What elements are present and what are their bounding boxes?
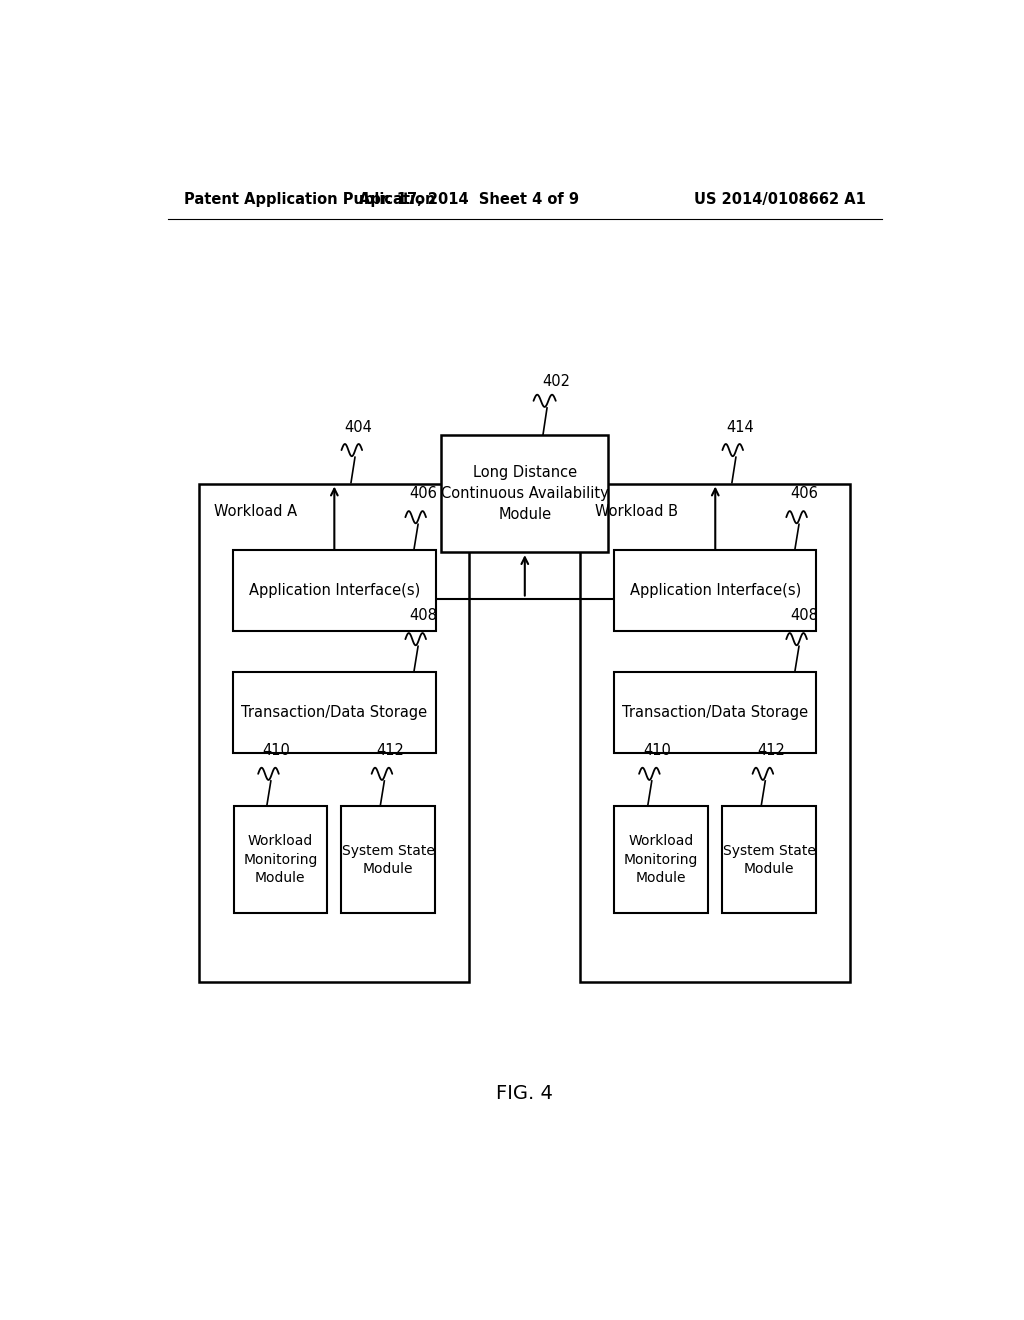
Text: Workload
Monitoring
Module: Workload Monitoring Module bbox=[243, 834, 317, 886]
Text: Workload B: Workload B bbox=[595, 504, 678, 519]
Text: US 2014/0108662 A1: US 2014/0108662 A1 bbox=[694, 191, 866, 206]
Text: 406: 406 bbox=[791, 486, 818, 500]
FancyBboxPatch shape bbox=[614, 807, 709, 913]
FancyBboxPatch shape bbox=[614, 549, 816, 631]
Text: Workload
Monitoring
Module: Workload Monitoring Module bbox=[624, 834, 698, 886]
Text: Transaction/Data Storage: Transaction/Data Storage bbox=[623, 705, 808, 719]
FancyBboxPatch shape bbox=[233, 672, 435, 752]
Text: 410: 410 bbox=[643, 743, 672, 758]
FancyBboxPatch shape bbox=[614, 672, 816, 752]
Text: 404: 404 bbox=[344, 420, 372, 434]
Text: Long Distance
Continuous Availability
Module: Long Distance Continuous Availability Mo… bbox=[441, 466, 608, 523]
Text: Patent Application Publication: Patent Application Publication bbox=[183, 191, 435, 206]
Text: 406: 406 bbox=[410, 486, 437, 500]
Text: 408: 408 bbox=[410, 609, 437, 623]
Text: Application Interface(s): Application Interface(s) bbox=[249, 583, 420, 598]
FancyBboxPatch shape bbox=[233, 807, 328, 913]
Text: 412: 412 bbox=[376, 743, 403, 758]
Text: 412: 412 bbox=[757, 743, 784, 758]
Text: Apr. 17, 2014  Sheet 4 of 9: Apr. 17, 2014 Sheet 4 of 9 bbox=[359, 191, 580, 206]
Text: 410: 410 bbox=[262, 743, 291, 758]
FancyBboxPatch shape bbox=[233, 549, 435, 631]
Text: FIG. 4: FIG. 4 bbox=[497, 1084, 553, 1104]
Text: 402: 402 bbox=[543, 374, 570, 388]
Text: Transaction/Data Storage: Transaction/Data Storage bbox=[242, 705, 427, 719]
Text: System State
Module: System State Module bbox=[342, 843, 435, 876]
FancyBboxPatch shape bbox=[341, 807, 435, 913]
Text: System State
Module: System State Module bbox=[723, 843, 816, 876]
Text: Application Interface(s): Application Interface(s) bbox=[630, 583, 801, 598]
Text: 408: 408 bbox=[791, 609, 818, 623]
FancyBboxPatch shape bbox=[581, 483, 850, 982]
Text: 414: 414 bbox=[727, 420, 755, 434]
FancyBboxPatch shape bbox=[441, 436, 608, 552]
FancyBboxPatch shape bbox=[200, 483, 469, 982]
Text: Workload A: Workload A bbox=[214, 504, 297, 519]
FancyBboxPatch shape bbox=[722, 807, 816, 913]
